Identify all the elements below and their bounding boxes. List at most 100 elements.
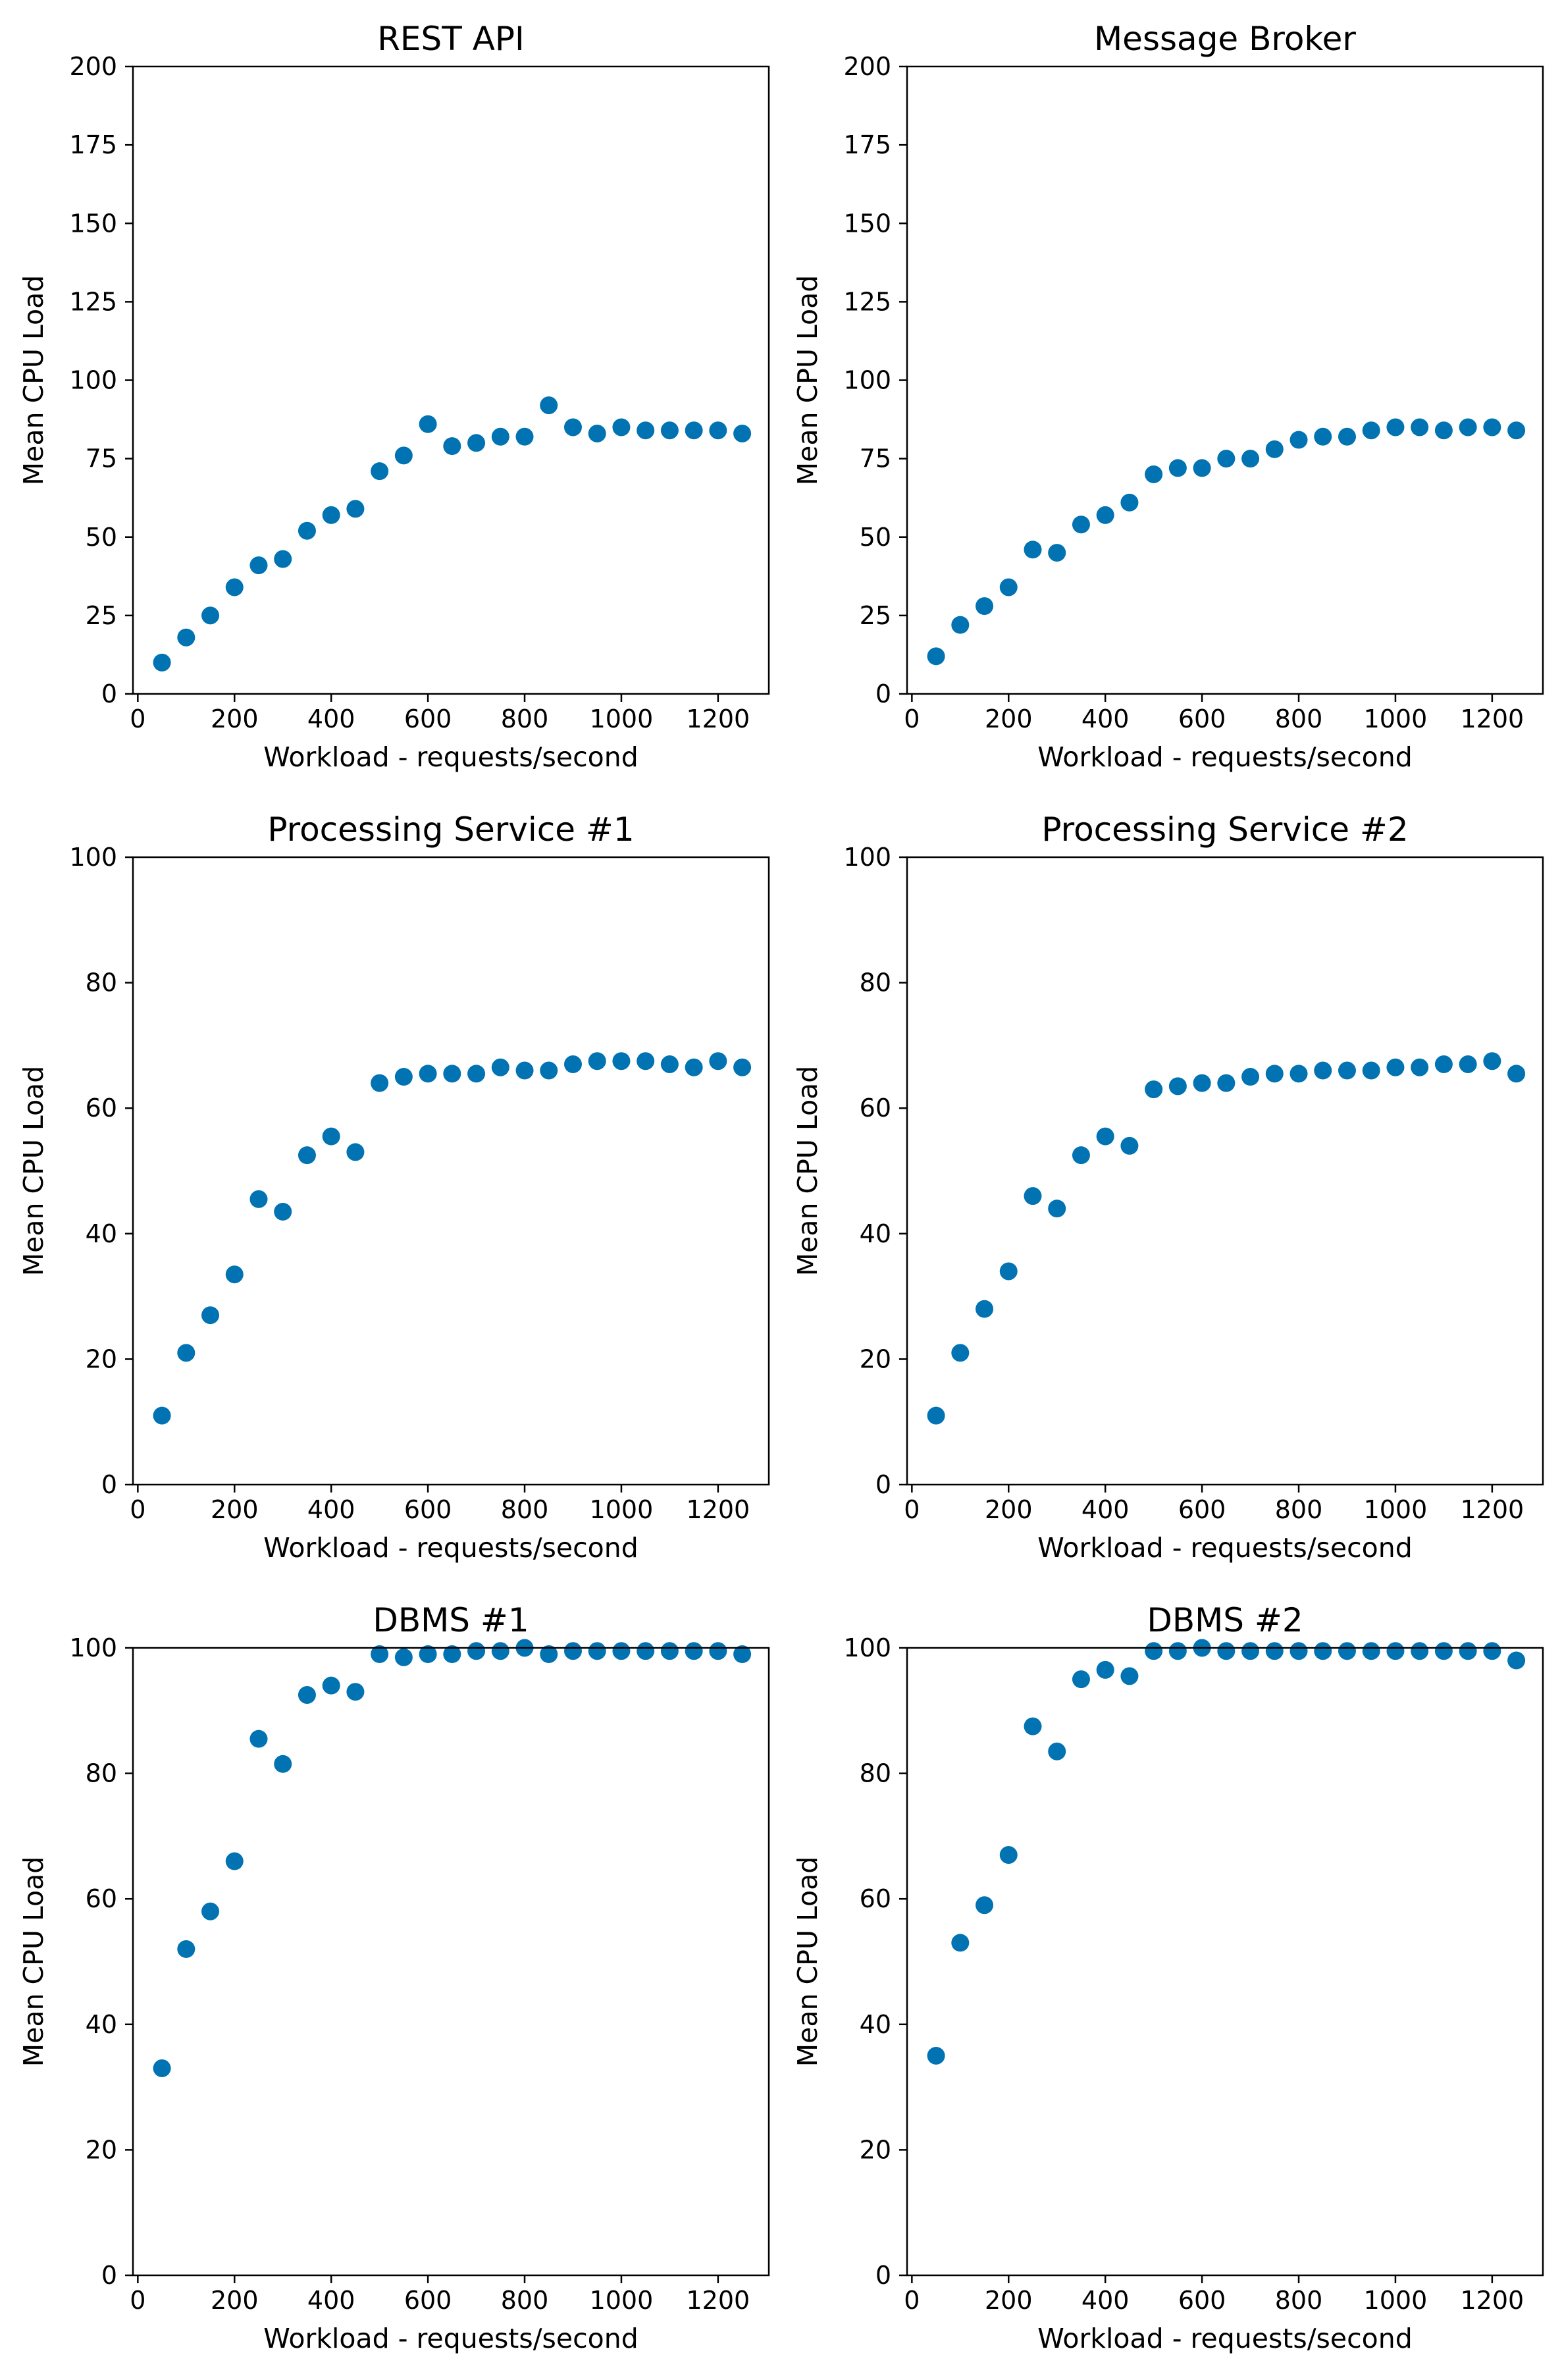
data-point [1411,1642,1429,1660]
x-tick-label: 800 [1275,2286,1323,2315]
data-point [976,1300,994,1318]
data-point [1217,450,1236,468]
y-tick-label: 40 [860,1219,891,1248]
y-tick-label: 100 [843,843,891,872]
data-point [733,425,752,443]
x-tick-label: 1000 [590,2286,654,2315]
y-tick-label: 50 [860,523,891,552]
y-tick-label: 80 [860,968,891,997]
data-point [1193,1074,1211,1092]
y-tick-label: 60 [86,1094,117,1123]
plot-frame [132,1647,770,2277]
data-point [1024,1717,1042,1735]
x-tick-label: 600 [1178,1495,1226,1524]
y-tick-label: 80 [86,1759,117,1788]
x-axis-label: Workload - requests/second [1037,2323,1413,2354]
data-point [951,1934,970,1952]
y-tick-label: 100 [69,366,117,395]
y-tick-label: 40 [86,2010,117,2039]
y-tick-label: 175 [69,130,117,159]
chart-title: DBMS #2 [1147,1601,1303,1639]
data-point [274,1755,292,1773]
x-tick-label: 600 [404,704,452,733]
y-tick-label: 100 [69,843,117,872]
data-point [443,1645,461,1664]
data-point [1507,421,1526,440]
data-point [1289,1642,1308,1660]
data-point [540,1061,558,1080]
data-point [467,1642,486,1660]
y-tick-label: 100 [843,1633,891,1662]
chart-panel: DBMS #1 0 200 400 600 800 1000 1200 0 20 40 60 80 100… [18,1601,770,2354]
data-point [394,1068,413,1086]
data-point [1265,440,1284,458]
data-point [976,597,994,616]
data-point [976,1896,994,1915]
data-point [394,446,413,465]
data-point [371,462,389,481]
data-point [685,1642,703,1660]
data-point [1072,1670,1090,1689]
data-point [1507,1065,1526,1083]
y-axis-label: Mean CPU Load [18,275,49,486]
data-point [1072,1146,1090,1165]
data-point [201,1902,220,1920]
y-tick-label: 25 [86,601,117,630]
y-tick-label: 125 [69,287,117,316]
data-point [637,1642,655,1660]
y-tick-label: 40 [860,2010,891,2039]
chart-title: Processing Service #2 [1041,810,1408,849]
data-point [1314,1061,1332,1080]
x-tick-label: 1200 [1461,704,1524,733]
data-point [637,421,655,440]
data-point [1168,459,1187,477]
x-tick-label: 800 [501,704,549,733]
data-point [563,1642,582,1660]
data-point [1434,421,1453,440]
data-point [588,425,606,443]
data-point [999,578,1018,596]
data-point [1193,459,1211,477]
data-point [1483,1642,1501,1660]
data-point [999,1262,1018,1281]
data-point [491,1058,509,1076]
y-tick-label: 200 [843,52,891,81]
data-point [1145,1080,1163,1099]
y-axis-label: Mean CPU Load [792,275,823,486]
data-point [612,418,631,436]
y-tick-label: 0 [875,679,891,708]
data-point [322,1127,340,1146]
data-point [660,421,679,440]
data-point [927,647,945,666]
x-tick-label: 600 [404,1495,452,1524]
x-tick-label: 0 [130,2286,145,2315]
x-axis-label: Workload - requests/second [263,741,638,773]
chart-panel: Processing Service #20 200 400 600 800 1000 12… [792,810,1544,1564]
y-tick-label: 20 [860,1344,891,1373]
y-tick-label: 20 [86,1344,117,1373]
x-tick-label: 800 [1275,1495,1323,1524]
data-point [249,556,268,575]
y-tick-label: 80 [860,1759,891,1788]
data-point [927,1406,945,1425]
chart-title: DBMS #1 [373,1601,529,1639]
y-axis-label: Mean CPU Load [18,1066,49,1277]
data-point [685,1058,703,1076]
data-point [1362,1642,1380,1660]
data-point [1338,1642,1356,1660]
data-point [1434,1055,1453,1073]
data-point [588,1642,606,1660]
data-point [346,500,365,518]
plot-frame [906,65,1544,695]
data-point [1314,427,1332,446]
data-point [660,1055,679,1073]
data-point [491,1642,509,1660]
data-point [1411,1058,1429,1076]
y-tick-label: 200 [69,52,117,81]
y-tick-label: 0 [101,679,117,708]
y-tick-label: 50 [86,523,117,552]
data-point [733,1645,752,1664]
data-point [201,606,220,625]
x-tick-label: 1000 [590,704,654,733]
data-point [540,1645,558,1664]
